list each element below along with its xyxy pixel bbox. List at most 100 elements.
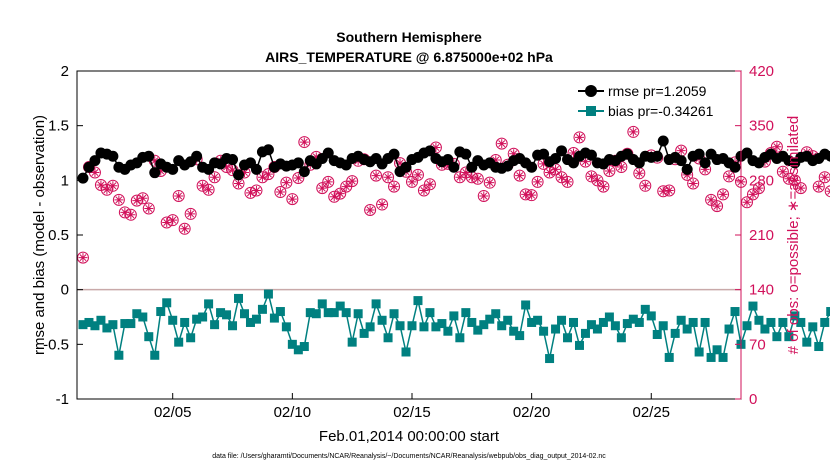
bias-point bbox=[383, 333, 393, 343]
rmse-point bbox=[322, 147, 334, 159]
obs-possible-marker bbox=[298, 136, 311, 149]
bias-point bbox=[413, 296, 423, 306]
obs-assimilated-marker bbox=[461, 168, 471, 178]
x-tick-label: 02/15 bbox=[393, 404, 431, 421]
bias-point bbox=[718, 352, 728, 362]
bias-point bbox=[126, 319, 136, 329]
bias-point bbox=[784, 332, 794, 342]
obs-assimilated-marker bbox=[778, 167, 788, 177]
bias-point bbox=[317, 299, 327, 309]
bias-point bbox=[533, 315, 543, 325]
obs-possible-marker bbox=[370, 169, 383, 182]
obs-possible-marker bbox=[824, 185, 830, 198]
obs-possible-marker bbox=[746, 188, 759, 201]
obs-assimilated-marker bbox=[377, 200, 387, 210]
obs-assimilated-marker bbox=[395, 158, 405, 168]
rmse-point bbox=[675, 155, 687, 167]
bias-point bbox=[820, 317, 830, 327]
obs-assimilated-marker bbox=[706, 195, 716, 205]
obs-assimilated-marker bbox=[138, 193, 148, 203]
obs-assimilated-marker bbox=[604, 166, 614, 176]
bias-point bbox=[371, 299, 381, 309]
obs-assimilated-marker bbox=[180, 224, 190, 234]
bias-point bbox=[766, 317, 776, 327]
bias-point bbox=[628, 314, 638, 324]
obs-assimilated-marker bbox=[156, 166, 166, 176]
rmse-point bbox=[556, 145, 568, 157]
obs-possible-marker bbox=[405, 175, 418, 188]
obs-assimilated-marker bbox=[485, 178, 495, 188]
obs-assimilated-marker bbox=[586, 171, 596, 181]
obs-possible-marker bbox=[94, 179, 107, 192]
bias-point bbox=[269, 313, 279, 323]
obs-assimilated-marker bbox=[198, 181, 208, 191]
bias-point bbox=[604, 312, 614, 322]
bias-point bbox=[251, 314, 261, 324]
rmse-point bbox=[298, 166, 310, 178]
rmse-series-layer bbox=[77, 135, 830, 184]
bias-point bbox=[365, 322, 375, 332]
rmse-point bbox=[262, 144, 274, 156]
bias-point bbox=[569, 317, 579, 327]
legend: rmse pr=1.2059 bias pr=-0.34261 bbox=[572, 78, 734, 122]
bias-point bbox=[168, 315, 178, 325]
bias-point bbox=[293, 345, 303, 355]
rmse-point bbox=[167, 163, 179, 175]
bias-point bbox=[347, 337, 357, 347]
obs-assimilated-marker bbox=[592, 175, 602, 185]
bias-point bbox=[724, 324, 734, 334]
obs-assimilated-marker bbox=[311, 152, 321, 162]
bias-point bbox=[616, 333, 626, 343]
bias-point bbox=[658, 321, 668, 331]
obs-assimilated-marker bbox=[257, 172, 267, 182]
obs-possible-marker bbox=[208, 171, 221, 184]
bias-point bbox=[377, 315, 387, 325]
bias-point bbox=[395, 321, 405, 331]
obs-assimilated-marker bbox=[263, 169, 273, 179]
bias-point bbox=[574, 340, 584, 350]
obs-assimilated-marker bbox=[814, 182, 824, 192]
bias-point bbox=[329, 308, 339, 318]
bias-point bbox=[479, 320, 489, 330]
bias-point bbox=[563, 333, 573, 343]
bias-point bbox=[150, 350, 160, 360]
bias-point bbox=[138, 312, 148, 322]
bias-point bbox=[814, 342, 824, 352]
obs-possible-marker bbox=[316, 182, 329, 195]
obs-assimilated-marker bbox=[718, 189, 728, 199]
obs-assimilated-marker bbox=[515, 171, 525, 181]
bias-point bbox=[754, 315, 764, 325]
rmse-point bbox=[233, 169, 245, 181]
rmse-point bbox=[227, 154, 239, 166]
obs-assimilated-marker bbox=[640, 181, 650, 191]
obs-assimilated-marker bbox=[239, 168, 249, 178]
obs-assimilated-marker bbox=[664, 185, 674, 195]
obs-possible-marker bbox=[364, 204, 377, 217]
obs-assimilated-marker bbox=[245, 188, 255, 198]
bias-point bbox=[503, 315, 513, 325]
bias-point bbox=[204, 299, 214, 309]
obs-possible-marker bbox=[184, 207, 197, 220]
obs-assimilated-marker bbox=[628, 127, 638, 137]
rmse-point bbox=[741, 147, 753, 159]
obs-possible-marker bbox=[477, 189, 490, 202]
obs-assimilated-marker bbox=[521, 189, 531, 199]
obs-assimilated-marker bbox=[419, 185, 429, 195]
rmse-point bbox=[825, 150, 830, 162]
obs-assimilated-marker bbox=[580, 157, 590, 167]
bias-point bbox=[431, 322, 441, 332]
rmse-point bbox=[388, 148, 400, 160]
plot-area bbox=[77, 71, 741, 399]
obs-assimilated-marker bbox=[790, 175, 800, 185]
y-tick-label: 0.5 bbox=[48, 227, 69, 244]
bias-point bbox=[449, 311, 459, 321]
bias-point bbox=[485, 314, 495, 324]
obs-assimilated-marker bbox=[174, 191, 184, 201]
bias-point bbox=[497, 321, 507, 331]
rmse-point bbox=[149, 167, 161, 179]
bias-point bbox=[407, 321, 417, 331]
obs-assimilated-marker bbox=[574, 132, 584, 142]
obs-assimilated-marker bbox=[754, 183, 764, 193]
bias-point bbox=[622, 319, 632, 329]
obs-assimilated-marker bbox=[365, 205, 375, 215]
